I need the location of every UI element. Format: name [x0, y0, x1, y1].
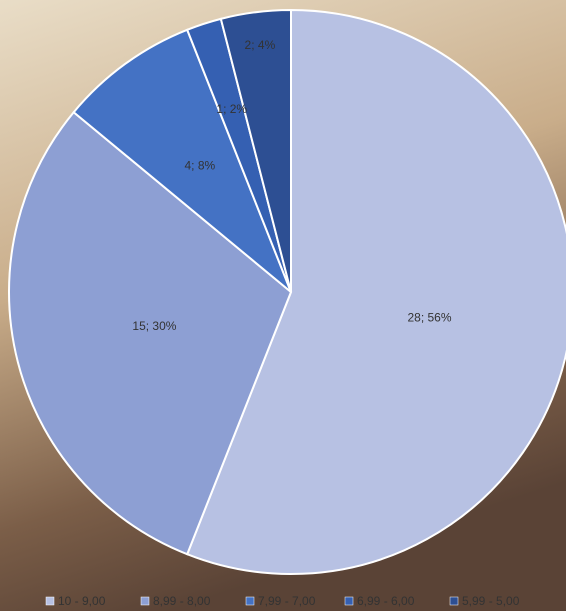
legend-marker: [450, 597, 458, 605]
legend-label: 8,99 - 8,00: [153, 594, 211, 608]
legend-marker: [345, 597, 353, 605]
legend-label: 6,99 - 6,00: [357, 594, 415, 608]
legend-marker: [141, 597, 149, 605]
legend-marker: [246, 597, 254, 605]
data-label: 2; 4%: [245, 38, 276, 52]
data-label: 15; 30%: [132, 319, 176, 333]
legend-label: 5,99 - 5,00: [462, 594, 520, 608]
data-label: 4; 8%: [184, 159, 215, 173]
data-label: 28; 56%: [407, 311, 451, 325]
page: 28; 56% 15; 30% 4; 8% 1; 2% 2; 4% 10 - 9,00 8,…: [0, 0, 566, 611]
legend-label: 10 - 9,00: [58, 594, 106, 608]
legend-label: 7,99 - 7,00: [258, 594, 316, 608]
legend-marker: [46, 597, 54, 605]
data-label: 1; 2%: [216, 102, 247, 116]
chart: 28; 56% 15; 30% 4; 8% 1; 2% 2; 4% 10 - 9,00 8,…: [0, 0, 566, 611]
